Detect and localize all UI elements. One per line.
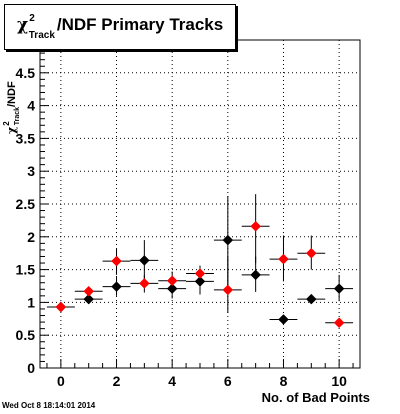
y-axis-label: χ2 Track/NDF: [1, 60, 21, 140]
y-tick-label: 3.5: [16, 130, 36, 146]
y-tick-label: 2: [27, 229, 35, 245]
title-subscript: Track: [28, 30, 55, 41]
title-chi-symbol: χ: [17, 15, 29, 35]
data-point: [333, 317, 345, 329]
x-tick-label: 10: [331, 373, 347, 389]
data-point: [138, 255, 150, 266]
data-point: [83, 293, 95, 305]
y-tick-label: 4: [27, 98, 35, 114]
y-tick-label: 0.5: [16, 327, 36, 343]
x-tick-label: 2: [113, 373, 121, 389]
data-point: [166, 283, 178, 294]
data-point: [138, 278, 150, 289]
data-point: [278, 253, 289, 265]
timestamp-footer: Wed Oct 8 18:14:01 2014: [2, 401, 96, 410]
ylabel-superscript: 2: [2, 121, 11, 126]
chart-title-box: χ2 Track/NDF Primary Tracks: [4, 4, 236, 50]
chart-title: χ2 Track/NDF Primary Tracks: [17, 13, 224, 41]
x-tick-label: 8: [280, 373, 288, 389]
data-point: [166, 275, 178, 287]
data-point: [305, 247, 317, 259]
x-axis-label: No. of Bad Points: [261, 390, 370, 405]
x-tick-label: 4: [168, 373, 176, 389]
data-point: [222, 234, 234, 246]
y-tick-label: 1.5: [16, 262, 36, 278]
data-point: [222, 284, 234, 296]
data-point: [250, 269, 262, 281]
y-tick-label: 1: [27, 294, 35, 310]
data-point: [194, 276, 206, 287]
data-point: [305, 293, 317, 305]
y-tick-label: 2.5: [16, 196, 36, 212]
y-tick-label: 0: [27, 360, 35, 376]
ylabel-chi-symbol: χ: [5, 126, 18, 134]
data-point: [250, 220, 262, 232]
ylabel-text: /NDF: [6, 81, 18, 107]
data-point: [111, 281, 122, 293]
data-point: [333, 283, 345, 294]
x-tick-label: 6: [224, 373, 232, 389]
data-point: [278, 314, 289, 325]
y-tick-label: 3: [27, 163, 35, 179]
x-tick-label: 0: [57, 373, 65, 389]
data-point: [111, 255, 122, 267]
data-point: [83, 285, 95, 297]
data-point: [194, 268, 206, 279]
ylabel-subscript: Track: [14, 107, 21, 126]
title-text: /NDF Primary Tracks: [56, 15, 224, 34]
y-tick-label: 4.5: [16, 65, 36, 81]
title-superscript: 2: [29, 13, 35, 24]
data-point: [55, 301, 67, 313]
